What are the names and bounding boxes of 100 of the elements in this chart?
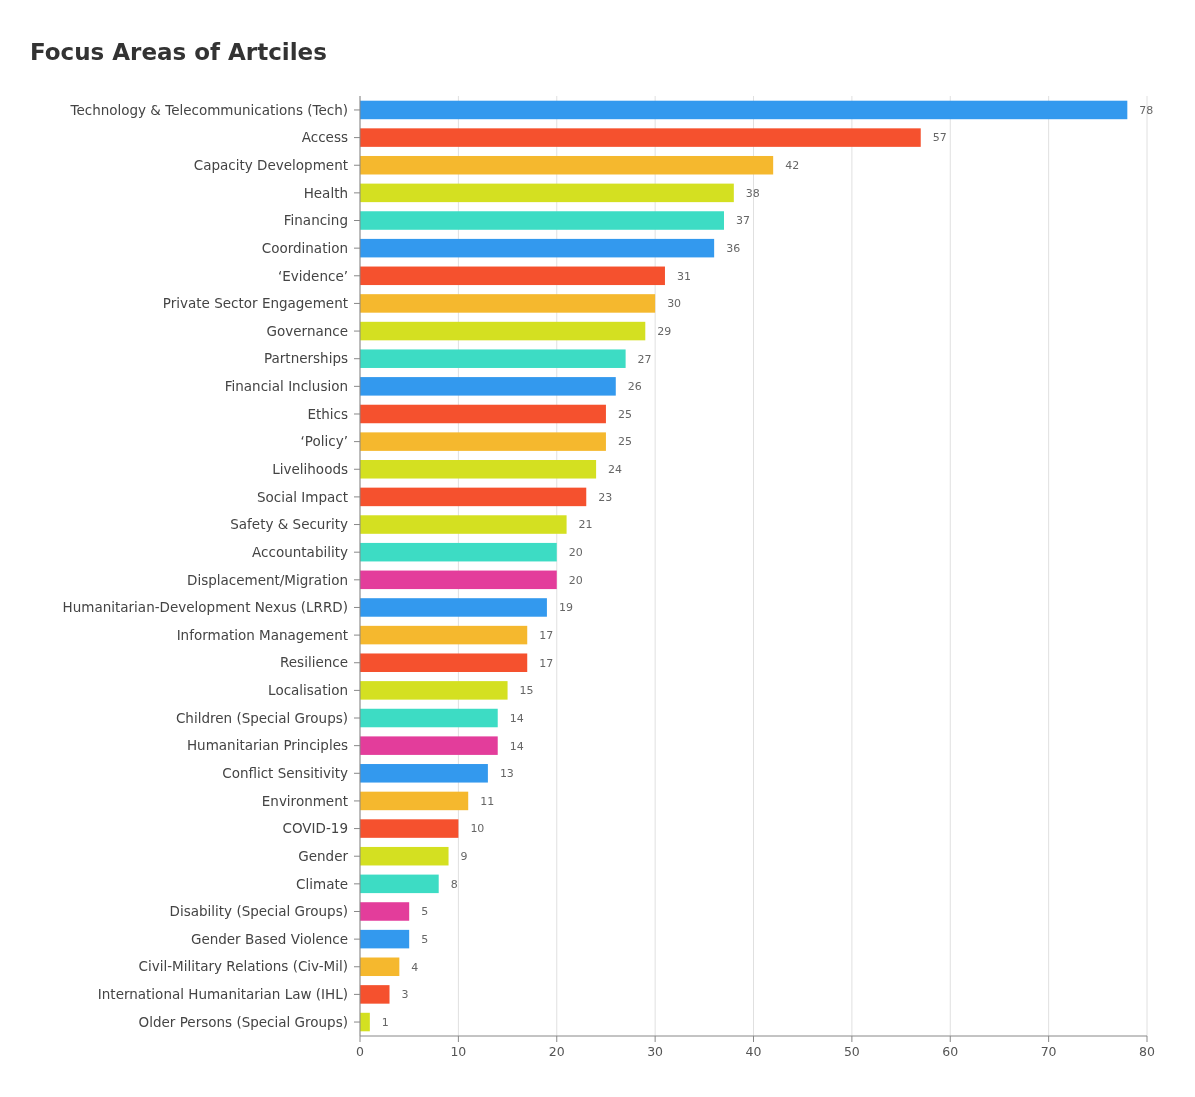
data-label: 20 bbox=[568, 546, 583, 560]
y-tick-label: ‘Policy’ bbox=[300, 433, 348, 450]
y-tick-label: Disability (Special Groups) bbox=[169, 903, 348, 920]
data-label: 19 bbox=[558, 601, 573, 615]
bar bbox=[360, 653, 528, 672]
bar bbox=[360, 736, 498, 755]
y-tick-label: Accountability bbox=[252, 543, 348, 560]
y-tick-label: Ethics bbox=[307, 405, 348, 422]
bar bbox=[360, 681, 508, 700]
x-tick-label: 70 bbox=[1040, 1044, 1057, 1059]
bar bbox=[360, 128, 921, 147]
bar bbox=[360, 874, 439, 894]
y-tick-label: Localisation bbox=[268, 682, 348, 699]
data-label: 14 bbox=[509, 711, 524, 725]
data-label: 9 bbox=[460, 850, 468, 864]
data-label: 13 bbox=[499, 767, 514, 781]
y-tick-label: Health bbox=[303, 184, 348, 201]
y-tick-label: Social Impact bbox=[256, 488, 348, 505]
data-label: 57 bbox=[932, 131, 947, 145]
bar bbox=[360, 404, 606, 424]
y-tick-label: Climate bbox=[296, 875, 348, 892]
data-label: 20 bbox=[568, 573, 583, 587]
y-tick-label: Civil-Military Relations (Civ-Mil) bbox=[138, 958, 348, 975]
bar bbox=[360, 211, 724, 230]
x-tick-label: 60 bbox=[942, 1044, 959, 1059]
x-tick-label: 80 bbox=[1139, 1044, 1155, 1059]
y-tick-label: Displacement/Migration bbox=[186, 571, 348, 588]
x-tick-label: 20 bbox=[548, 1044, 565, 1059]
data-label: 26 bbox=[627, 380, 642, 394]
bar bbox=[360, 460, 597, 479]
data-label: 1 bbox=[381, 1015, 389, 1029]
bar bbox=[360, 929, 410, 949]
bar bbox=[360, 708, 498, 728]
data-label: 36 bbox=[726, 242, 741, 255]
bar bbox=[360, 846, 449, 866]
x-tick-label: 30 bbox=[647, 1044, 664, 1059]
bar bbox=[360, 515, 567, 534]
data-label: 10 bbox=[470, 822, 485, 836]
y-tick-label: Gender Based Violence bbox=[190, 930, 348, 947]
y-tick-label: Information Management bbox=[176, 626, 348, 643]
y-tick-label: Private Sector Engagement bbox=[162, 295, 348, 312]
y-tick-label: Financing bbox=[283, 212, 348, 229]
data-label: 17 bbox=[539, 628, 554, 642]
bar bbox=[360, 570, 557, 590]
y-tick-label: International Humanitarian Law (IHL) bbox=[97, 986, 348, 1003]
bar bbox=[360, 819, 459, 838]
bar bbox=[360, 238, 715, 258]
x-tick-label: 40 bbox=[745, 1044, 762, 1059]
data-label: 29 bbox=[657, 324, 672, 338]
y-tick-label: Access bbox=[301, 129, 348, 146]
data-label: 8 bbox=[450, 877, 458, 891]
data-label: 15 bbox=[519, 684, 534, 698]
y-tick-label: Financial Inclusion bbox=[224, 378, 348, 395]
data-label: 17 bbox=[539, 656, 554, 670]
chart-title: Focus Areas of Artciles bbox=[30, 39, 327, 65]
x-tick-label: 50 bbox=[843, 1044, 860, 1059]
bar bbox=[360, 598, 547, 617]
bar bbox=[360, 791, 469, 811]
data-label: 42 bbox=[785, 159, 800, 173]
y-tick-label: Gender bbox=[298, 847, 349, 864]
y-tick-label: Partnerships bbox=[263, 350, 348, 367]
bar bbox=[360, 100, 1128, 120]
y-tick-label: Humanitarian Principles bbox=[186, 737, 348, 754]
bar bbox=[360, 155, 774, 175]
data-label: 31 bbox=[676, 269, 691, 283]
y-tick-label: Technology & Telecommunications (Tech) bbox=[69, 101, 348, 118]
bar bbox=[360, 432, 606, 451]
data-label: 3 bbox=[401, 988, 409, 1002]
bar bbox=[360, 294, 656, 313]
y-tick-label: Environment bbox=[261, 792, 348, 809]
data-label: 23 bbox=[598, 490, 613, 504]
y-tick-label: Safety & Security bbox=[230, 516, 349, 533]
bar bbox=[360, 764, 488, 783]
bar bbox=[360, 349, 626, 368]
bar bbox=[360, 957, 400, 977]
data-label: 27 bbox=[637, 352, 652, 366]
y-tick-label: Humanitarian-Development Nexus (LRRD) bbox=[62, 599, 348, 616]
y-tick-label: COVID-19 bbox=[282, 820, 348, 837]
bar bbox=[360, 625, 528, 645]
bar bbox=[360, 377, 616, 396]
data-label: 4 bbox=[411, 960, 419, 974]
y-tick-label: Coordination bbox=[261, 239, 348, 256]
data-label: 14 bbox=[509, 739, 524, 753]
data-label: 21 bbox=[578, 518, 593, 532]
y-tick-label: ‘Evidence’ bbox=[277, 267, 348, 284]
bar bbox=[360, 321, 646, 341]
bar bbox=[360, 542, 557, 562]
bar bbox=[360, 487, 587, 507]
y-tick-label: Conflict Sensitivity bbox=[222, 765, 348, 782]
data-label: 11 bbox=[480, 794, 495, 808]
data-label: 30 bbox=[667, 297, 682, 311]
bar bbox=[360, 985, 390, 1004]
y-tick-label: Livelihoods bbox=[272, 460, 348, 477]
data-label: 25 bbox=[617, 407, 632, 421]
data-label: 38 bbox=[745, 186, 760, 200]
bar bbox=[360, 902, 410, 921]
data-label: 5 bbox=[421, 932, 429, 946]
y-tick-label: Resilience bbox=[280, 654, 348, 671]
y-tick-label: Capacity Development bbox=[193, 156, 348, 173]
data-label: 78 bbox=[1139, 103, 1154, 117]
